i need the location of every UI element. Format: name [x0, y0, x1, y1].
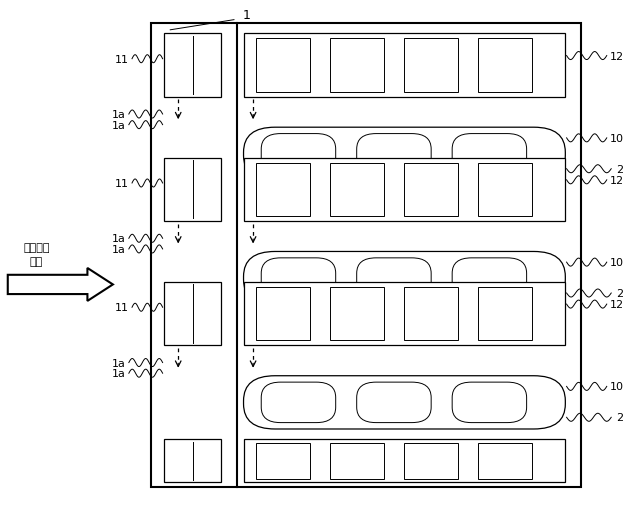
- Text: 12: 12: [610, 299, 624, 309]
- Text: 2: 2: [616, 289, 623, 298]
- Text: 11: 11: [115, 54, 129, 65]
- Text: 1a: 1a: [112, 121, 125, 130]
- Bar: [404, 163, 458, 216]
- Bar: [479, 163, 532, 216]
- FancyBboxPatch shape: [356, 382, 431, 423]
- Text: 2: 2: [616, 412, 623, 422]
- Bar: [404, 288, 458, 341]
- Text: 12: 12: [610, 176, 624, 185]
- Text: 1a: 1a: [112, 369, 125, 379]
- Bar: [479, 443, 532, 479]
- FancyArrow shape: [8, 268, 113, 301]
- Bar: [479, 39, 532, 93]
- FancyBboxPatch shape: [452, 134, 527, 175]
- Bar: [257, 163, 310, 216]
- Text: 11: 11: [115, 303, 129, 313]
- Bar: [257, 443, 310, 479]
- Text: 12: 12: [610, 51, 624, 62]
- Bar: [244, 34, 565, 98]
- Bar: [404, 443, 458, 479]
- Bar: [330, 163, 384, 216]
- Bar: [164, 439, 221, 483]
- FancyBboxPatch shape: [261, 382, 336, 423]
- Bar: [244, 439, 565, 483]
- Text: 11: 11: [115, 179, 129, 189]
- FancyBboxPatch shape: [356, 134, 431, 175]
- Text: 10: 10: [610, 258, 624, 268]
- Text: 10: 10: [610, 382, 624, 391]
- Bar: [244, 282, 565, 346]
- FancyBboxPatch shape: [261, 134, 336, 175]
- Bar: [257, 39, 310, 93]
- Text: 10: 10: [610, 133, 624, 144]
- Text: 2: 2: [616, 164, 623, 175]
- FancyBboxPatch shape: [244, 252, 565, 305]
- Bar: [164, 282, 221, 346]
- Bar: [330, 288, 384, 341]
- Bar: [330, 443, 384, 479]
- FancyBboxPatch shape: [261, 259, 336, 299]
- FancyBboxPatch shape: [244, 128, 565, 181]
- Text: 1a: 1a: [112, 358, 125, 368]
- Bar: [479, 288, 532, 341]
- Text: 1: 1: [243, 9, 251, 22]
- Bar: [151, 24, 581, 487]
- Text: 1a: 1a: [112, 234, 125, 244]
- Text: 1a: 1a: [112, 110, 125, 120]
- FancyBboxPatch shape: [244, 376, 565, 429]
- Bar: [257, 288, 310, 341]
- Text: 1a: 1a: [112, 244, 125, 254]
- Bar: [164, 158, 221, 221]
- Text: 空気流れ
方向: 空気流れ 方向: [23, 243, 50, 266]
- Bar: [404, 39, 458, 93]
- FancyBboxPatch shape: [452, 259, 527, 299]
- FancyBboxPatch shape: [356, 259, 431, 299]
- Bar: [330, 39, 384, 93]
- FancyBboxPatch shape: [452, 382, 527, 423]
- Bar: [164, 34, 221, 98]
- Bar: [244, 158, 565, 221]
